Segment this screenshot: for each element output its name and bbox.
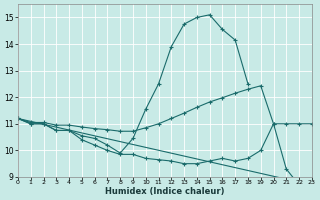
X-axis label: Humidex (Indice chaleur): Humidex (Indice chaleur) bbox=[105, 187, 225, 196]
